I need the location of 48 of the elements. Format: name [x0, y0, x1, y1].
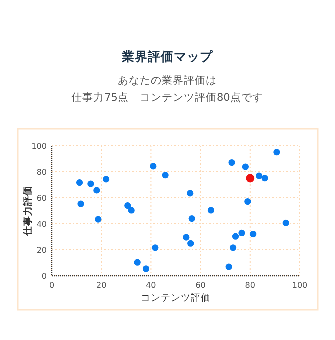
point [124, 202, 132, 210]
point [183, 234, 190, 241]
y-tick-label: 0 [42, 272, 47, 281]
point [246, 174, 255, 183]
point [187, 190, 194, 197]
point [244, 198, 252, 206]
text: 仕事力75点 コンテンツ評価80点です [72, 91, 264, 104]
point [282, 220, 290, 227]
point [142, 266, 150, 272]
chart-subtitle: あなたの業界評価は [118, 74, 217, 87]
point [150, 163, 157, 170]
point [238, 230, 246, 237]
point [76, 179, 84, 186]
point [262, 175, 268, 182]
point [134, 259, 141, 266]
point [242, 164, 249, 170]
x-tick-label: 100 [292, 281, 308, 290]
point [232, 233, 240, 240]
y-tick-label: 100 [32, 142, 47, 151]
point [274, 149, 280, 156]
x-tick-label: 40 [146, 281, 156, 290]
x-axis-title: コンテンツ評価 [141, 292, 211, 304]
y-tick-label: 80 [36, 168, 47, 177]
chart-title: 業界評価マップ [121, 49, 214, 64]
x-tick-label: 0 [49, 281, 55, 290]
point [188, 216, 196, 222]
point [128, 207, 135, 214]
point [230, 244, 237, 252]
point [94, 187, 100, 194]
y-axis-title: 仕事力評価 [22, 186, 34, 237]
x-tick-label: 80 [245, 281, 256, 290]
point [78, 200, 84, 208]
point [88, 180, 94, 188]
point [256, 172, 263, 180]
point [103, 176, 110, 183]
y-tick-label: 60 [36, 194, 47, 203]
y-tick-label: 20 [36, 246, 47, 255]
point [95, 216, 102, 223]
point [226, 264, 232, 270]
y-tick-label: 40 [36, 220, 47, 229]
point [152, 244, 159, 252]
x-tick-label: 60 [196, 281, 206, 290]
x-tick-label: 20 [96, 281, 107, 290]
point [250, 230, 257, 238]
point [228, 159, 236, 166]
point [188, 240, 194, 247]
point [162, 172, 169, 179]
point [208, 207, 215, 214]
